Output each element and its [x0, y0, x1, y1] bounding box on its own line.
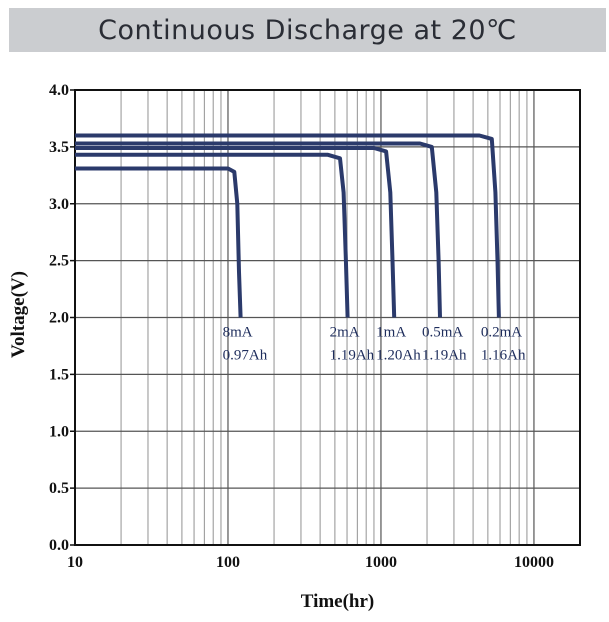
y-axis-title: Voltage(V)	[8, 271, 29, 358]
series-capacity-label: 1.19Ah	[330, 348, 375, 364]
y-tick-label: 2.5	[49, 253, 69, 270]
series-capacity-label: 1.19Ah	[422, 348, 467, 364]
series-line-8mA	[75, 166, 243, 318]
y-tick-label: 0.0	[49, 537, 69, 554]
y-tick-label: 1.5	[49, 366, 69, 383]
y-tick-label: 2.0	[49, 310, 69, 327]
x-tick-label: 100	[216, 554, 240, 571]
x-tick-label: 10000	[514, 554, 554, 571]
chart-title: Continuous Discharge at 20℃	[98, 14, 517, 46]
series-label: 1mA	[376, 325, 406, 341]
y-tick-label: 4.0	[49, 82, 69, 99]
series-label: 0.5mA	[422, 325, 463, 341]
series-line-1mA	[75, 146, 397, 318]
series-line-2mA	[75, 152, 350, 318]
series-label: 2mA	[330, 325, 360, 341]
series-capacity-label: 1.16Ah	[481, 348, 526, 364]
title-banner: Continuous Discharge at 20℃	[9, 8, 606, 52]
y-tick-label: 0.5	[49, 480, 69, 497]
x-tick-label: 1000	[365, 554, 397, 571]
series-capacity-label: 1.20Ah	[376, 348, 421, 364]
y-tick-label: 3.5	[49, 139, 69, 156]
series-label: 0.2mA	[481, 325, 522, 341]
series-line-0.2mA	[75, 133, 501, 318]
y-tick-label: 3.0	[49, 196, 69, 213]
x-axis-title: Time(hr)	[301, 591, 375, 612]
series-label: 8mA	[223, 325, 253, 341]
y-tick-label: 1.0	[49, 423, 69, 440]
series-line-0.5mA	[75, 141, 442, 318]
series-capacity-label: 0.97Ah	[223, 348, 268, 364]
x-tick-label: 10	[67, 554, 83, 571]
